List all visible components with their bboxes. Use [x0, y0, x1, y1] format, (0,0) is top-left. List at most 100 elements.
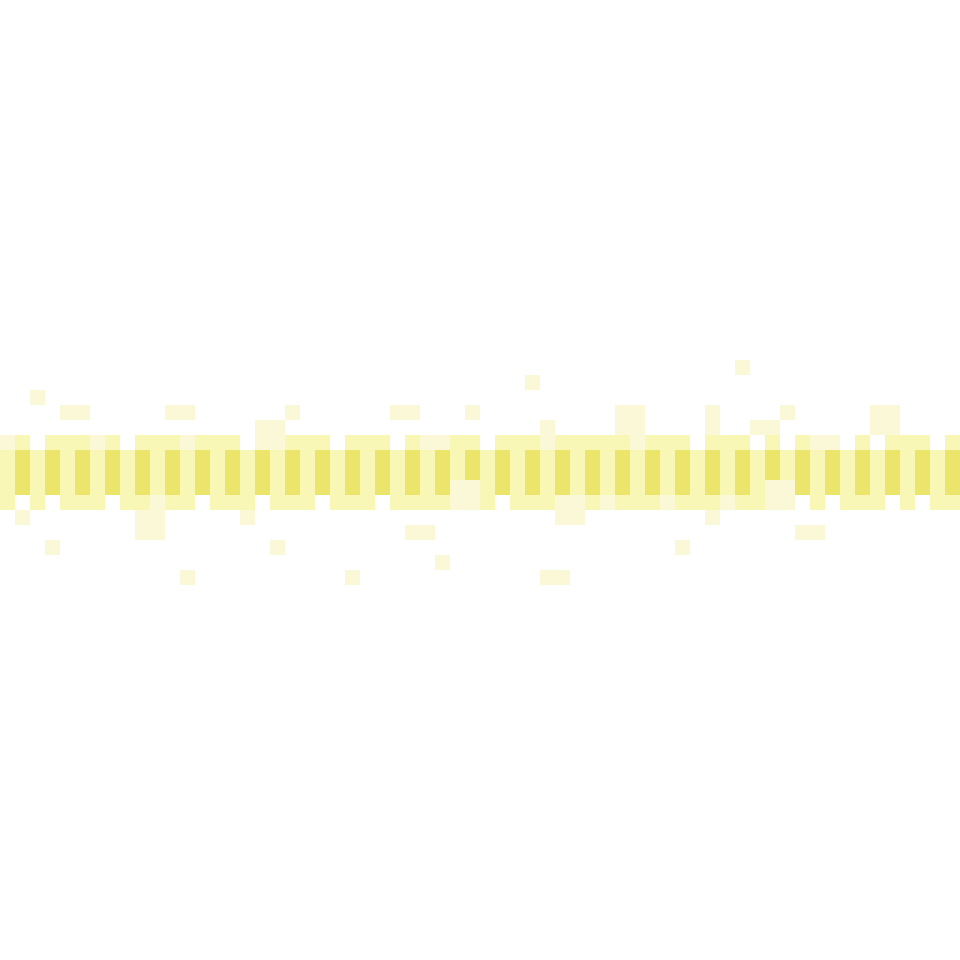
band-edge-bottom — [390, 495, 405, 510]
band-edge-bottom — [645, 495, 660, 510]
band-column-light — [600, 450, 615, 495]
band-column-strong — [885, 450, 900, 495]
band-edge-gap — [330, 435, 345, 450]
band-edge-gap — [930, 435, 945, 450]
band-edge-bottom — [525, 495, 540, 510]
scatter-pixel — [285, 405, 300, 420]
band-edge-bottom — [690, 495, 705, 510]
band-column-light — [720, 450, 735, 495]
band-column-strong — [705, 450, 720, 495]
band-column-strong — [825, 450, 840, 495]
scatter-pixel — [45, 540, 60, 555]
scattered-pixels — [15, 360, 900, 585]
band-column-light — [810, 450, 825, 495]
band-column-light — [180, 450, 195, 495]
band-edge-bottom — [840, 495, 855, 510]
band-edge-gap — [780, 435, 795, 450]
band-column-light — [420, 450, 435, 495]
band-column-light — [660, 450, 675, 495]
band-edge-gap — [600, 495, 615, 510]
band-accent — [615, 450, 630, 465]
band-edge-gap — [750, 435, 765, 450]
band-edge-top — [465, 435, 480, 450]
band-edge-top — [375, 435, 390, 450]
band-edge-top — [735, 435, 750, 450]
scatter-pixel — [240, 510, 255, 525]
band-column-strong — [75, 450, 90, 495]
band-column-strong — [555, 450, 570, 495]
band-column-strong — [525, 450, 540, 495]
band-edge-top — [765, 435, 780, 450]
band-column-light — [360, 450, 375, 495]
band-edge-gap — [840, 435, 855, 450]
scatter-pixel — [870, 405, 900, 435]
band-column-light — [690, 450, 705, 495]
band-edge-top — [195, 435, 210, 450]
band-edge-top — [60, 435, 75, 450]
band-column-strong — [105, 450, 120, 495]
band-edge-gap — [660, 495, 675, 510]
band-edge-top — [615, 435, 630, 450]
band-edge-top — [645, 435, 660, 450]
scatter-pixel — [555, 495, 585, 525]
band-edge-bottom — [855, 495, 870, 510]
band-column-strong — [855, 450, 870, 495]
scatter-pixel — [30, 390, 45, 405]
band-edge-gap — [885, 495, 900, 510]
band-edge-top — [705, 435, 720, 450]
band-edge-gap — [120, 435, 135, 450]
band-column-strong — [135, 450, 150, 495]
band-column-strong — [945, 450, 960, 495]
band-edge-bottom — [300, 495, 315, 510]
band-edge-bottom — [225, 495, 240, 510]
band-edge-gap — [630, 435, 645, 450]
band-edge-top — [495, 435, 510, 450]
band-column-strong — [195, 450, 210, 495]
band-edge-gap — [690, 435, 705, 450]
scatter-pixel — [390, 405, 420, 420]
scatter-pixel — [165, 405, 195, 420]
band-column-strong — [495, 450, 510, 495]
scatter-pixel — [270, 540, 285, 555]
band-edge-gap — [480, 435, 495, 450]
band-edge-bottom — [540, 495, 555, 510]
band-edge-top — [900, 435, 915, 450]
band-edge-top — [105, 435, 120, 450]
band-edge-top — [300, 435, 315, 450]
band-edge-bottom — [510, 495, 525, 510]
band-edge-top — [915, 435, 930, 450]
band-edge-gap — [390, 435, 405, 450]
band-edge-bottom — [270, 495, 285, 510]
scatter-pixel — [525, 375, 540, 390]
band-edge-bottom — [750, 495, 765, 510]
band-edge-gap — [495, 495, 510, 510]
scatter-pixel — [435, 555, 450, 570]
scatter-pixel — [465, 405, 480, 420]
band-edge-bottom — [360, 495, 375, 510]
scatter-pixel — [540, 570, 570, 585]
band-column-light — [150, 450, 165, 495]
band-edge-gap — [870, 435, 885, 450]
scatter-pixel — [15, 510, 30, 525]
scatter-pixel — [405, 525, 435, 540]
scatter-pixel — [60, 405, 90, 420]
band-edge-bottom — [630, 495, 645, 510]
band-edge-bottom — [420, 495, 435, 510]
band-edge-bottom — [330, 495, 345, 510]
band-edge-gap — [315, 495, 330, 510]
band-column-light — [60, 450, 75, 495]
band-column-strong — [165, 450, 180, 495]
band-column-strong — [225, 450, 240, 495]
band-edge-bottom — [165, 495, 180, 510]
band-edge-top — [720, 435, 735, 450]
band-edge-bottom — [180, 495, 195, 510]
band-edge-bottom — [675, 495, 690, 510]
band-column-strong — [375, 450, 390, 495]
band-edge-bottom — [705, 495, 720, 510]
band-edge-gap — [195, 495, 210, 510]
band-edge-gap — [105, 495, 120, 510]
band-edge-bottom — [945, 495, 960, 510]
band-column-light — [270, 450, 285, 495]
band-edge-top — [555, 435, 570, 450]
band-column-light — [210, 450, 225, 495]
